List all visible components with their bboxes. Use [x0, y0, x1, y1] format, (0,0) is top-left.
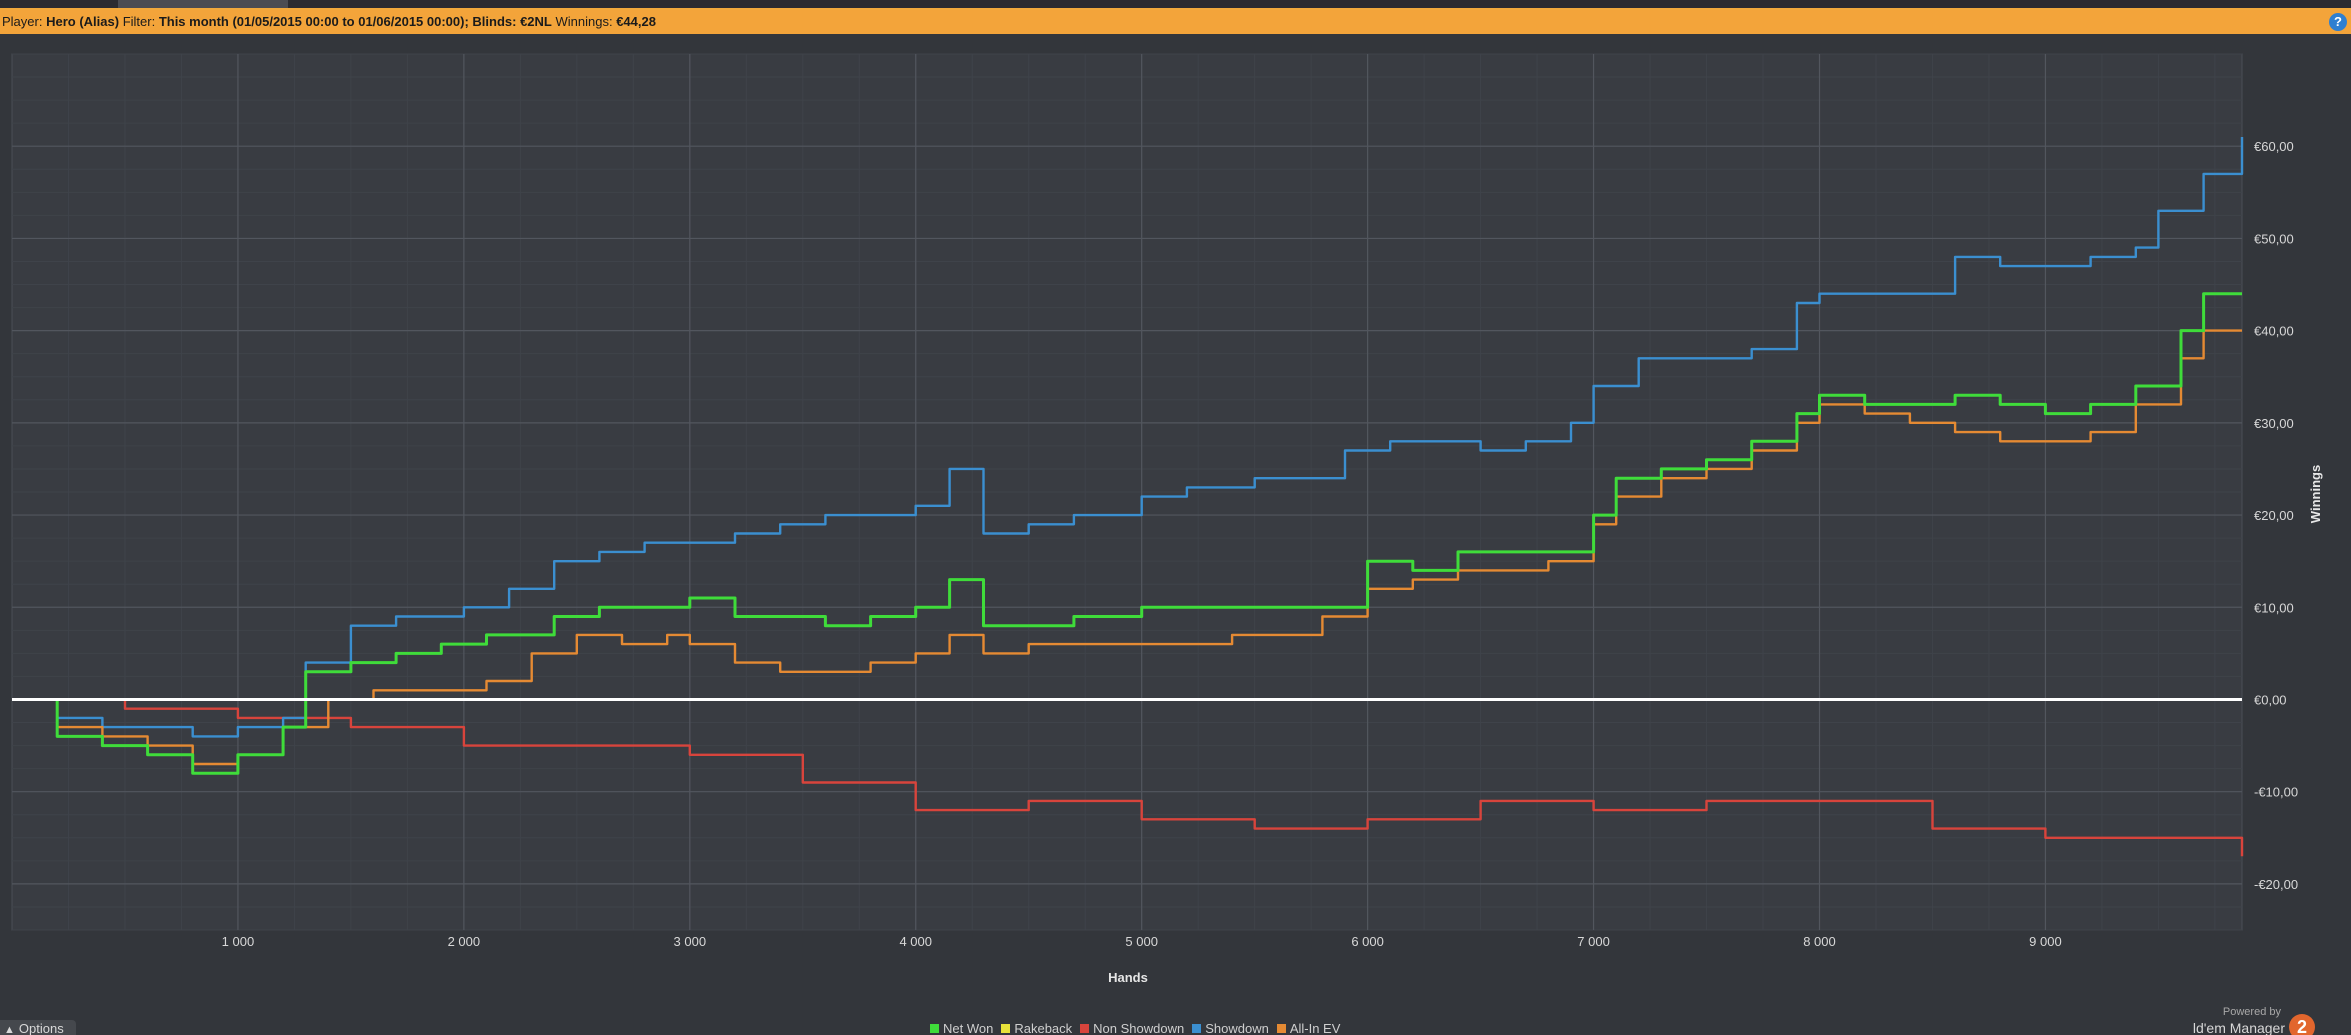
powered-by-text: Powered by — [2222, 1006, 2281, 1018]
chart-legend: Net Won Rakeback Non Showdown Showdown All-I… — [930, 1022, 1348, 1035]
legend-swatch — [1080, 1024, 1090, 1033]
window-top-strip — [0, 0, 2351, 10]
x-tick-label: 3 000 — [674, 934, 707, 949]
legend-swatch — [1276, 1024, 1286, 1033]
y-axis-label: Winnings — [2308, 465, 2323, 523]
x-tick-label: 1 000 — [222, 934, 255, 949]
x-tick-label: 6 000 — [1351, 934, 1384, 949]
active-tab[interactable] — [118, 0, 288, 10]
help-icon[interactable]: ? — [2329, 13, 2347, 31]
hm2-logo-icon: 2 — [2289, 1014, 2315, 1035]
filter-value: This month (01/05/2015 00:00 to 01/06/20… — [158, 14, 552, 29]
x-tick-label: 7 000 — [1577, 934, 1610, 949]
legend-label: Showdown — [1205, 1022, 1269, 1035]
legend-item[interactable]: All-In EV — [1276, 1022, 1341, 1035]
filter-label: Filter: — [122, 14, 156, 29]
legend-swatch — [930, 1024, 939, 1033]
legend-swatch — [1192, 1024, 1202, 1033]
x-tick-label: 9 000 — [2029, 934, 2062, 949]
legend-label: Rakeback — [1014, 1022, 1073, 1035]
winnings-label: Winnings: — [555, 14, 613, 29]
chevron-up-icon: ▲ — [4, 1024, 15, 1035]
x-tick-label: 8 000 — [1803, 934, 1836, 949]
series-line-non-showdown — [12, 698, 2244, 857]
x-tick-label: 4 000 — [899, 934, 932, 949]
player-label: Player: — [2, 14, 43, 29]
y-tick-label: €50,00 — [2254, 231, 2294, 246]
y-tick-label: €10,00 — [2254, 600, 2294, 615]
series-line-all-in-ev — [12, 329, 2242, 766]
y-tick-label: -€10,00 — [2254, 785, 2298, 800]
series-line-net-won — [12, 292, 2242, 775]
report-info-bar: Player: Hero (Alias) Filter: This month … — [0, 10, 2351, 34]
y-tick-label: -€20,00 — [2254, 877, 2298, 892]
legend-swatch — [1001, 1024, 1011, 1033]
y-tick-label: €0,00 — [2254, 692, 2287, 707]
legend-item[interactable]: Net Won — [930, 1022, 993, 1035]
options-button[interactable]: ▲ Options — [0, 1020, 76, 1035]
winnings-chart: 1 000 2 000 3 000 4 000 5 000 6 000 7 000 8 000… — [11, 53, 2323, 985]
x-axis-label: Hands — [1108, 970, 1148, 985]
legend-item[interactable]: Rakeback — [1001, 1022, 1072, 1035]
legend-label: All-In EV — [1289, 1022, 1341, 1035]
y-tick-label: €40,00 — [2254, 324, 2294, 339]
legend-item[interactable]: Non Showdown — [1080, 1022, 1184, 1035]
options-label: Options — [18, 1021, 64, 1035]
y-tick-label: €20,00 — [2254, 508, 2294, 523]
brand-name: Hold'em Manager — [2193, 1020, 2285, 1035]
accent-line — [0, 8, 2351, 10]
legend-item[interactable]: Showdown — [1192, 1022, 1269, 1035]
brand-logo: Powered by Hold'em Manager 2 — [2193, 1004, 2343, 1035]
legend-label: Net Won — [943, 1022, 994, 1035]
legend-label: Non Showdown — [1093, 1022, 1185, 1035]
y-tick-label: €60,00 — [2254, 139, 2294, 154]
series-line-showdown — [12, 137, 2244, 738]
player-value: Hero (Alias) — [46, 14, 120, 29]
x-tick-label: 5 000 — [1125, 934, 1158, 949]
y-tick-label: €30,00 — [2254, 416, 2294, 431]
winnings-value: €44,28 — [616, 14, 656, 29]
x-tick-label: 2 000 — [448, 934, 481, 949]
